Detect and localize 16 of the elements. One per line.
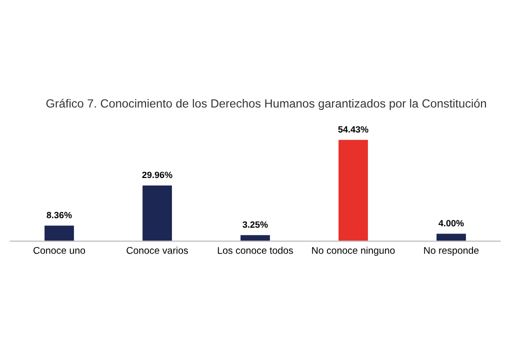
data-label: 8.36% (46, 212, 72, 218)
data-label: 3.25% (242, 221, 268, 228)
data-label: 4.00% (438, 220, 464, 226)
bar (436, 234, 466, 242)
x-tick-label: Conoce uno (34, 246, 86, 254)
x-tick-label: No conoce ninguno (312, 246, 395, 256)
x-tick-label: Conoce varios (126, 246, 188, 254)
bar (338, 140, 368, 242)
data-label: 29.96% (142, 172, 172, 178)
bar (240, 235, 270, 242)
bar (44, 226, 74, 242)
x-tick-label: Los conoce todos (218, 246, 293, 254)
x-tick-label: No responde (424, 246, 479, 256)
bar (142, 185, 172, 242)
data-label: 54.43% (338, 126, 368, 133)
chart-title: Gráfico 7. Conocimiento de los Derechos Humanos garantizados por la Constitución (46, 98, 486, 110)
